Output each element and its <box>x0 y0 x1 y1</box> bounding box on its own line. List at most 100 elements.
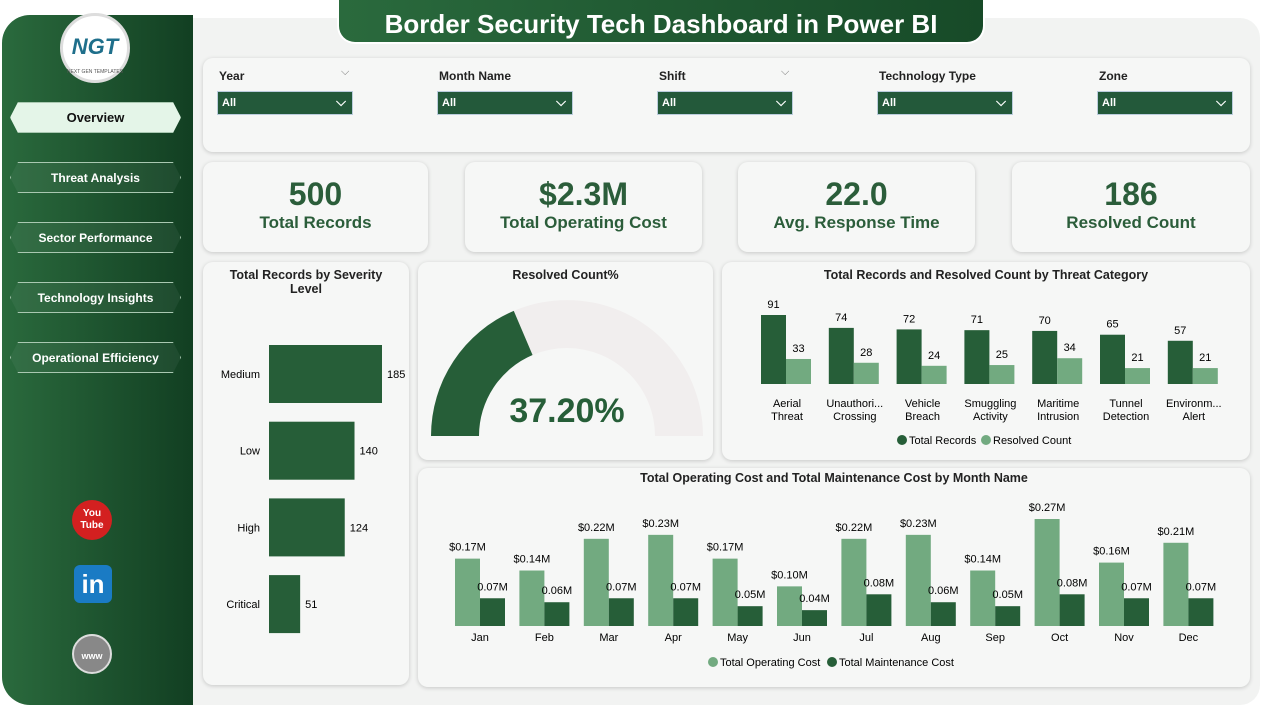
data-label: 185 <box>387 369 405 381</box>
chevron-down-icon: ⌵ <box>1216 94 1226 109</box>
data-label: 28 <box>860 347 872 359</box>
globe-icon[interactable]: www <box>72 634 112 674</box>
category-label: Activity <box>973 411 1008 423</box>
filter-dropdown[interactable]: All ⌵ <box>217 91 353 115</box>
filter-dropdown[interactable]: All ⌵ <box>657 91 793 115</box>
bar <box>269 575 301 634</box>
linkedin-icon[interactable]: in <box>74 565 112 603</box>
bar <box>583 538 609 626</box>
data-label: $0.17M <box>707 542 744 554</box>
bar <box>896 329 922 384</box>
chevron-down-icon[interactable]: ⌵ <box>341 66 350 78</box>
data-label: 33 <box>792 343 804 355</box>
data-label: 0.08M <box>1057 577 1088 589</box>
nav-sector-performance[interactable]: Sector Performance <box>10 222 181 253</box>
data-label: 124 <box>350 522 368 534</box>
bar <box>1124 598 1149 626</box>
bar <box>1167 340 1193 384</box>
category-label: Low <box>240 446 260 458</box>
legend-marker <box>981 435 991 445</box>
data-label: $0.22M <box>578 522 615 534</box>
bar <box>269 421 355 480</box>
category-label: Unauthori... <box>826 398 883 410</box>
kpi-label: Avg. Response Time <box>773 213 940 232</box>
data-label: $0.22M <box>836 522 873 534</box>
bar <box>930 602 956 626</box>
data-label: 0.06M <box>928 585 959 597</box>
kpi-card: 186 Resolved Count <box>1012 162 1250 252</box>
nav-threat-analysis[interactable]: Threat Analysis <box>10 162 181 193</box>
bar <box>608 598 634 626</box>
data-label: 25 <box>996 349 1008 361</box>
legend-label: Resolved Count <box>993 435 1071 447</box>
data-label: $0.21M <box>1158 526 1195 538</box>
bar <box>964 330 990 384</box>
chevron-down-icon: ⌵ <box>556 94 566 109</box>
data-label: 140 <box>360 446 378 458</box>
category-label: Environm... <box>1166 398 1222 410</box>
data-label: 0.07M <box>1186 581 1217 593</box>
data-label: 0.05M <box>992 589 1023 601</box>
chevron-down-icon: ⌵ <box>996 94 1006 109</box>
bar <box>989 365 1015 384</box>
category-label: Crossing <box>833 411 876 423</box>
kpi-label: Total Operating Cost <box>500 213 667 232</box>
filter-dropdown[interactable]: All ⌵ <box>437 91 573 115</box>
category-label: Vehicle <box>905 398 940 410</box>
category-label: Maritime <box>1037 398 1079 410</box>
bar <box>761 315 786 384</box>
data-label: 91 <box>767 299 779 311</box>
legend-label: Total Maintenance Cost <box>839 657 954 669</box>
data-label: 24 <box>928 350 940 362</box>
legend-marker <box>827 657 837 667</box>
chevron-down-icon[interactable]: ⌵ <box>781 66 790 78</box>
gauge-fill <box>431 310 533 436</box>
bar <box>921 365 947 384</box>
bar <box>269 498 345 557</box>
kpi-value: 500 <box>288 176 343 212</box>
bar <box>712 558 738 626</box>
kpi-value: $2.3M <box>539 176 628 212</box>
bar <box>828 327 854 384</box>
data-label: 71 <box>971 314 983 326</box>
data-label: $0.23M <box>900 518 937 530</box>
nav-technology-insights[interactable]: Technology Insights <box>10 282 181 313</box>
gauge-value: 37.20% <box>509 392 624 430</box>
data-label: 57 <box>1174 325 1186 337</box>
bar <box>519 570 545 626</box>
bar <box>970 570 996 626</box>
category-label: Aug <box>921 632 941 644</box>
category-label: Critical <box>226 599 260 611</box>
bar <box>544 602 570 626</box>
data-label: $0.17M <box>449 542 486 554</box>
bar <box>648 534 674 626</box>
chevron-down-icon: ⌵ <box>776 94 786 109</box>
category-label: Feb <box>535 632 554 644</box>
filter-dropdown[interactable]: All ⌵ <box>1097 91 1233 115</box>
bar <box>1192 368 1218 384</box>
category-label: Nov <box>1114 632 1134 644</box>
nav-operational-efficiency[interactable]: Operational Efficiency <box>10 342 181 373</box>
data-label: $0.14M <box>514 554 551 566</box>
filter-label: Year <box>219 69 245 83</box>
bar <box>866 594 892 626</box>
category-label: Intrusion <box>1037 411 1079 423</box>
data-label: 0.07M <box>1121 581 1152 593</box>
data-label: $0.16M <box>1093 546 1130 558</box>
filter-label: Zone <box>1099 69 1128 83</box>
data-label: 72 <box>903 313 915 325</box>
data-label: 0.08M <box>864 577 895 589</box>
filter-dropdown[interactable]: All ⌵ <box>877 91 1013 115</box>
youtube-icon[interactable]: You Tube <box>72 500 112 540</box>
kpi-card: $2.3M Total Operating Cost <box>465 162 702 252</box>
data-label: $0.14M <box>964 554 1001 566</box>
data-label: 0.05M <box>735 589 766 601</box>
kpi-value: 22.0 <box>825 176 888 212</box>
bar <box>995 606 1021 626</box>
data-label: 0.07M <box>606 581 637 593</box>
nav-overview[interactable]: Overview <box>10 102 181 133</box>
bar <box>737 606 763 626</box>
data-label: 65 <box>1106 319 1118 331</box>
bar <box>1125 368 1150 384</box>
chart-title: Total Records and Resolved Count by Thre… <box>823 268 1149 282</box>
